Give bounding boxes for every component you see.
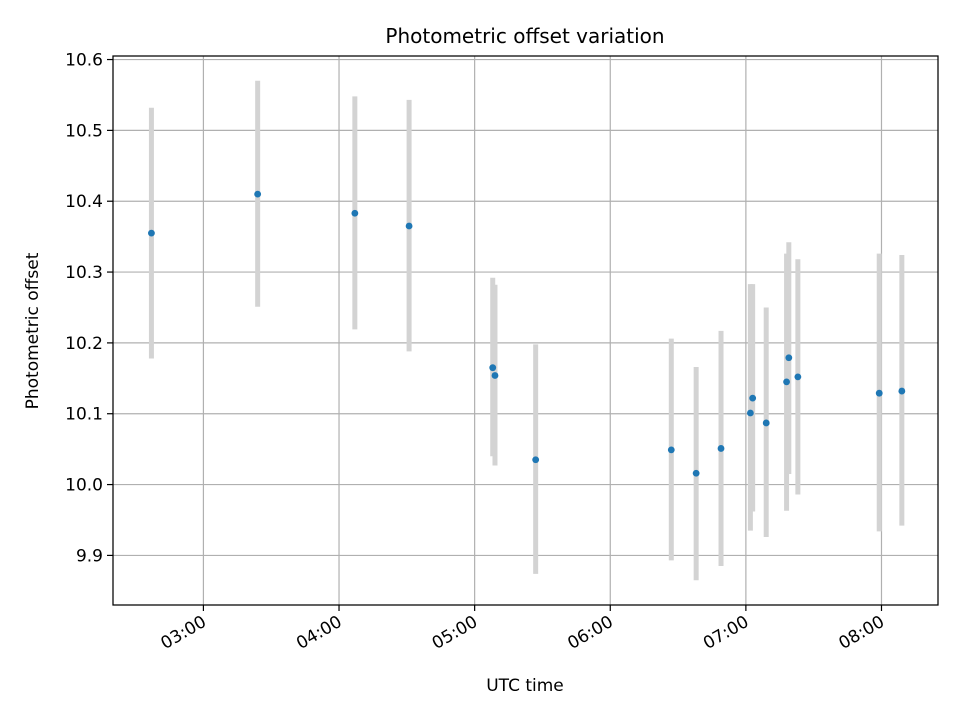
- y-tick-label: 10.0: [65, 476, 103, 496]
- data-point: [532, 456, 540, 464]
- y-tick-label: 10.6: [65, 51, 103, 71]
- data-point: [898, 387, 906, 395]
- data-point: [794, 373, 802, 381]
- data-point: [491, 372, 499, 379]
- data-point: [405, 222, 413, 230]
- data-point: [875, 389, 883, 397]
- chart-title: Photometric offset variation: [385, 24, 664, 48]
- y-tick-label: 10.3: [65, 263, 103, 283]
- data-point: [762, 419, 770, 427]
- y-tick-label: 9.9: [76, 546, 103, 566]
- axis-ticks: 9.910.010.110.210.310.410.510.603:00 04:0…: [65, 51, 888, 654]
- y-tick-label: 10.1: [65, 405, 103, 425]
- y-tick-label: 10.5: [65, 121, 103, 141]
- data-point: [667, 446, 675, 454]
- data-point: [749, 394, 757, 402]
- data-point: [692, 469, 700, 477]
- plot-frame: [112, 55, 939, 606]
- data-point: [489, 364, 497, 372]
- data-point: [717, 445, 725, 452]
- grid-lines: [113, 56, 938, 605]
- data-point: [351, 209, 359, 217]
- data-points: [148, 190, 906, 477]
- data-point: [148, 229, 155, 237]
- plot-area: [113, 56, 938, 605]
- data-point: [785, 354, 793, 362]
- y-tick-label: 10.2: [65, 334, 103, 354]
- data-point: [254, 190, 262, 198]
- data-point: [783, 378, 790, 386]
- x-axis-label: UTC time: [486, 676, 564, 696]
- data-point: [746, 409, 754, 417]
- y-tick-label: 10.4: [65, 192, 103, 212]
- y-axis-label: Photometric offset: [23, 252, 43, 409]
